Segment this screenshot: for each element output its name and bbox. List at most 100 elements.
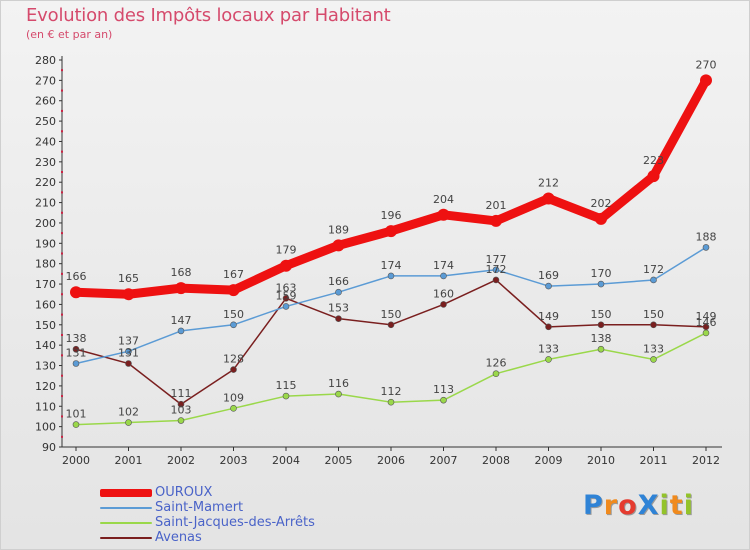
data-label: 170 (591, 267, 612, 280)
data-point (545, 356, 552, 363)
data-label: 204 (433, 193, 454, 206)
data-point (175, 282, 187, 295)
logo-letter: o (618, 490, 638, 521)
data-label: 150 (591, 308, 612, 321)
y-minor-tick (61, 415, 63, 418)
data-label: 165 (118, 272, 139, 285)
data-point (545, 282, 552, 290)
data-point (72, 421, 80, 428)
chart-subtitle: (en € et par an) (26, 28, 113, 41)
data-label: 188 (696, 230, 717, 243)
data-label: 149 (696, 310, 717, 323)
x-tick-label: 2003 (220, 454, 248, 467)
data-point (335, 315, 342, 322)
data-point (335, 390, 342, 398)
data-label: 163 (276, 281, 297, 294)
data-label: 159 (276, 289, 297, 302)
logo-letter: i (659, 490, 670, 521)
data-point (72, 345, 80, 353)
data-point (122, 288, 135, 301)
y-minor-tick (61, 191, 63, 194)
data-point (332, 239, 345, 252)
logo-letter: X (637, 490, 660, 521)
data-point (282, 295, 290, 302)
data-label: 196 (381, 209, 402, 222)
y-tick-label: 240 (35, 135, 56, 148)
data-label: 270 (696, 58, 717, 71)
data-point (230, 404, 237, 412)
x-tick-label: 2008 (482, 454, 510, 467)
y-minor-tick (61, 272, 63, 275)
y-tick-label: 150 (35, 319, 56, 332)
y-minor-tick (61, 130, 63, 133)
data-label: 177 (486, 253, 507, 266)
data-label: 111 (171, 387, 192, 400)
legend-label-saint-jacques: Saint-Jacques-des-Arrêts (155, 515, 315, 530)
legend-swatch-saint-jacques (100, 522, 152, 524)
data-label: 109 (223, 391, 244, 404)
chart-title: Evolution des Impôts locaux par Habitant (26, 5, 391, 26)
y-tick-label: 170 (35, 278, 56, 291)
data-label: 115 (276, 379, 297, 392)
data-point (177, 327, 185, 335)
y-minor-tick (61, 395, 63, 398)
y-tick-label: 270 (35, 74, 56, 87)
y-tick-label: 90 (42, 441, 56, 454)
y-tick-label: 180 (35, 258, 56, 271)
data-point (227, 284, 240, 297)
data-label: 189 (328, 223, 349, 236)
data-point (125, 347, 132, 355)
y-tick-label: 260 (35, 95, 56, 108)
data-point (545, 323, 552, 331)
data-point (490, 214, 502, 227)
data-label: 174 (381, 259, 402, 272)
data-point (440, 272, 447, 280)
x-tick-label: 2012 (692, 454, 720, 467)
data-label: 133 (643, 342, 664, 355)
x-tick-label: 2004 (272, 454, 300, 467)
data-point (702, 244, 710, 251)
data-point (597, 280, 605, 288)
data-point (492, 266, 500, 274)
legend-label-avenas: Avenas (155, 530, 202, 545)
x-tick-label: 2001 (115, 454, 143, 467)
data-point (230, 366, 237, 373)
data-label: 153 (328, 302, 349, 315)
y-minor-tick (61, 333, 63, 336)
data-label: 138 (66, 332, 87, 345)
proxiti-logo: ProXiti (583, 490, 694, 521)
y-minor-tick (61, 171, 63, 174)
data-point (177, 400, 185, 408)
data-label: 166 (328, 275, 349, 288)
y-minor-tick (61, 109, 63, 112)
legend-swatch-ouroux (100, 489, 152, 497)
data-label: 166 (66, 270, 87, 283)
data-point (282, 392, 290, 400)
logo-letter: t (669, 490, 684, 521)
y-minor-tick (61, 354, 63, 357)
data-label: 138 (591, 332, 612, 345)
data-label: 128 (223, 353, 244, 366)
data-point (387, 272, 395, 280)
y-tick-label: 130 (35, 360, 56, 373)
x-tick-label: 2011 (640, 454, 668, 467)
legend-swatch-saint-mamert (100, 507, 152, 509)
data-label: 201 (486, 199, 507, 212)
data-label: 131 (66, 346, 87, 359)
data-label: 113 (433, 383, 454, 396)
data-label: 116 (328, 377, 349, 390)
data-point (72, 360, 80, 367)
data-label: 212 (538, 177, 559, 190)
y-minor-tick (61, 232, 63, 235)
data-label: 102 (118, 406, 139, 419)
y-minor-tick (61, 150, 63, 153)
data-label: 150 (643, 308, 664, 321)
data-point (70, 286, 82, 299)
data-label: 179 (276, 244, 297, 257)
data-label: 131 (118, 346, 139, 359)
y-minor-tick (61, 69, 63, 72)
y-minor-tick (61, 89, 63, 92)
y-minor-tick (61, 435, 63, 438)
data-point (650, 321, 657, 329)
